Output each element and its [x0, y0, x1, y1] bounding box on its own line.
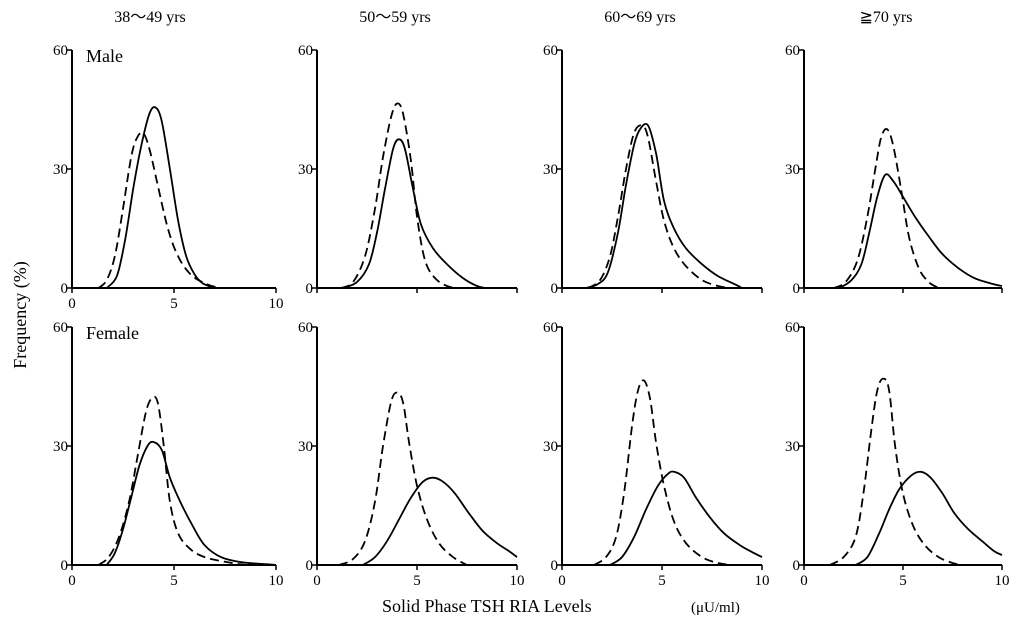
x-tick-label: 10	[755, 573, 770, 589]
x-tick-label: 0	[313, 573, 321, 589]
x-tick-label: 10	[269, 296, 284, 312]
x-tick-label: 5	[899, 573, 907, 589]
y-axis-title: Frequency (%)	[10, 261, 31, 368]
y-tick-label: 30	[53, 162, 68, 178]
y-tick-label: 0	[61, 281, 69, 297]
x-tick-label: 0	[68, 573, 76, 589]
panel-2-2: 0 30 60 0 5 10	[298, 320, 525, 589]
panel-1-2: 0 30 60	[298, 43, 518, 297]
y-tick-label: 0	[551, 558, 559, 574]
panel-1-4: 0 30 60	[785, 43, 1003, 297]
x-tick-label: 5	[413, 573, 421, 589]
series-dashed-line	[338, 391, 468, 566]
column-title-2: 50～59 yrs	[359, 9, 431, 26]
panel-2-4: 0 30 60 0 5 10	[785, 320, 1010, 589]
x-tick-label: 10	[995, 573, 1010, 589]
y-tick-label: 0	[61, 558, 69, 574]
column-title-3: 60～69 yrs	[604, 9, 676, 26]
y-tick-label: 60	[298, 320, 313, 336]
column-title-1: 38～49 yrs	[114, 9, 186, 26]
x-tick-label: 10	[510, 573, 525, 589]
series-solid-line	[585, 122, 743, 289]
x-tick-label: 0	[68, 296, 76, 312]
series-solid-line	[839, 173, 1003, 289]
x-tick-label: 5	[170, 296, 178, 312]
series-dashed-line	[833, 128, 940, 289]
series-dashed-line	[593, 379, 733, 566]
y-tick-label: 60	[53, 43, 68, 59]
y-tick-label: 60	[53, 320, 68, 336]
x-tick-label: 0	[558, 573, 566, 589]
panel-1-1: 0 30 60 0 5 10	[53, 43, 284, 312]
x-axis-unit: (μU/ml)	[691, 600, 740, 616]
x-tick-label: 5	[170, 573, 178, 589]
column-title-4: ≧70 yrs	[860, 9, 913, 26]
row-label-female: Female	[86, 323, 139, 343]
y-tick-label: 30	[785, 162, 800, 178]
y-tick-label: 30	[543, 162, 558, 178]
y-tick-label: 0	[306, 281, 314, 297]
y-tick-label: 30	[53, 439, 68, 455]
x-tick-label: 0	[800, 573, 808, 589]
series-solid-line	[106, 106, 216, 289]
y-tick-label: 0	[793, 558, 801, 574]
y-tick-label: 60	[785, 320, 800, 336]
x-tick-label: 10	[269, 573, 284, 589]
series-solid-line	[105, 440, 277, 566]
series-dashed-line	[97, 131, 220, 289]
panel-2-1: 0 30 60 0 5 10	[53, 320, 284, 589]
panel-1-3: 0 30 60	[543, 43, 763, 297]
series-solid-line	[609, 470, 763, 566]
y-tick-label: 30	[298, 162, 313, 178]
series-dashed-line	[829, 377, 963, 566]
y-tick-label: 0	[551, 281, 559, 297]
y-tick-label: 30	[543, 439, 558, 455]
y-tick-label: 60	[543, 320, 558, 336]
series-solid-line	[342, 138, 486, 289]
column-titles: 38～49 yrs 50～59 yrs 60～69 yrs ≧70 yrs	[114, 9, 912, 26]
series-dashed-line	[97, 395, 246, 566]
y-tick-label: 30	[298, 439, 313, 455]
series-solid-line	[855, 470, 1003, 566]
panel-2-3: 0 30 60 0 5 10	[543, 320, 770, 589]
y-tick-label: 60	[543, 43, 558, 59]
y-tick-label: 0	[306, 558, 314, 574]
row-label-male: Male	[86, 46, 123, 66]
series-dashed-line	[587, 124, 731, 289]
y-tick-label: 0	[793, 281, 801, 297]
series-solid-line	[362, 476, 518, 566]
x-axis-title: Solid Phase TSH RIA Levels	[382, 596, 592, 616]
x-tick-label: 5	[658, 573, 666, 589]
series-dashed-line	[340, 102, 458, 289]
y-tick-label: 30	[785, 439, 800, 455]
y-tick-label: 60	[298, 43, 313, 59]
y-tick-label: 60	[785, 43, 800, 59]
